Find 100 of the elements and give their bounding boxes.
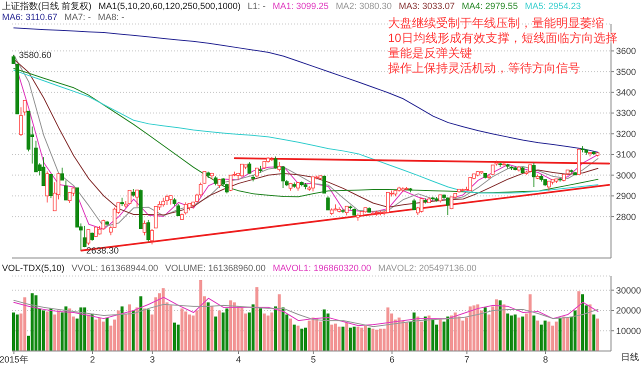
bar <box>498 300 502 351</box>
candlestick <box>240 164 244 178</box>
x-tick-label: 8 <box>542 354 548 364</box>
bar <box>206 302 210 351</box>
chart-subtitle: MA1(5,10,20,60,120,250,500,1000) <box>98 1 241 12</box>
bar <box>371 328 374 351</box>
bar <box>120 306 124 351</box>
bar <box>424 316 427 351</box>
bar <box>506 314 510 351</box>
y-tick-label: 20000 <box>616 306 642 316</box>
candlestick <box>45 171 50 203</box>
bar <box>23 297 26 351</box>
candlestick <box>128 190 132 204</box>
x-tick-label: 4 <box>236 354 242 364</box>
bar <box>554 322 558 351</box>
candlestick <box>82 226 86 248</box>
bar <box>416 316 420 351</box>
y-tick-label: 30000 <box>616 285 642 296</box>
y-tick-label: 3100 <box>616 150 636 160</box>
candlestick <box>446 196 450 216</box>
text: MA4: 2979.55 <box>462 1 518 12</box>
bar <box>581 294 584 351</box>
bar <box>517 318 520 351</box>
bar <box>162 288 165 351</box>
bar <box>136 307 139 351</box>
bar <box>16 314 19 351</box>
candlestick <box>277 162 282 172</box>
bar <box>42 310 45 351</box>
bar <box>34 295 38 351</box>
bar <box>476 304 480 351</box>
bar <box>318 322 322 351</box>
candlestick <box>344 206 349 216</box>
bar <box>199 280 202 351</box>
bar <box>132 310 135 351</box>
bar <box>405 322 408 351</box>
bar <box>214 316 218 351</box>
bar <box>532 316 536 351</box>
annotation: 量能是反弹关键 <box>388 46 473 61</box>
bar <box>514 314 517 351</box>
bar <box>262 314 266 351</box>
bar <box>544 320 547 351</box>
bar <box>521 316 524 351</box>
bar <box>378 328 382 351</box>
bar <box>348 328 352 351</box>
bar <box>180 308 184 351</box>
bar <box>368 328 371 351</box>
candlestick <box>64 180 68 200</box>
candlestick <box>60 167 64 181</box>
y-tick-label: 3400 <box>616 88 636 98</box>
bar <box>98 318 102 351</box>
bar <box>282 307 285 351</box>
bar <box>292 324 296 351</box>
bar <box>540 324 543 351</box>
bar <box>143 308 146 351</box>
candlestick <box>146 219 150 242</box>
x-tick-label: 5 <box>310 354 316 364</box>
candlestick <box>281 166 285 188</box>
y-tick-label: 3300 <box>616 108 636 118</box>
candlestick <box>450 196 454 210</box>
bar <box>222 312 225 351</box>
bar <box>90 314 94 351</box>
bar <box>450 316 454 351</box>
bar <box>338 326 341 351</box>
bar <box>596 318 600 351</box>
bar <box>326 314 330 351</box>
bar <box>322 309 326 351</box>
bar <box>401 320 404 351</box>
text: MA1: 3099.25 <box>272 1 329 12</box>
annotation: 大盘继续受制于年线压制，量能明显萎缩 <box>388 16 605 31</box>
bar <box>341 326 344 351</box>
bar <box>375 330 378 351</box>
x-tick-label: 2015年 <box>0 354 28 364</box>
bar <box>334 324 337 351</box>
candlestick <box>322 175 326 194</box>
bar <box>592 314 596 351</box>
bar <box>12 312 15 351</box>
annotation: 操作上保持灵活机动，等待方向信号 <box>388 61 581 76</box>
bar <box>494 299 498 351</box>
bar <box>83 307 86 351</box>
candlestick <box>490 164 495 175</box>
bar <box>428 316 431 351</box>
candlestick <box>214 176 218 186</box>
bar <box>356 326 360 351</box>
candlestick <box>420 198 424 213</box>
bar <box>454 312 457 351</box>
bar <box>472 305 476 351</box>
bar <box>412 312 416 351</box>
bar <box>102 322 105 351</box>
bar <box>528 294 532 351</box>
candlestick <box>86 229 90 246</box>
bar <box>240 307 244 351</box>
bar <box>236 306 240 351</box>
bar <box>30 293 34 351</box>
chart-title: 上证指数(日线 前复权) <box>2 1 92 12</box>
candlestick <box>580 146 584 153</box>
bar <box>484 307 487 351</box>
bar <box>345 322 348 351</box>
chart-title: VOL-TDX(5,10) <box>2 263 65 274</box>
text: MA8: - <box>98 12 124 23</box>
bar <box>266 316 270 351</box>
